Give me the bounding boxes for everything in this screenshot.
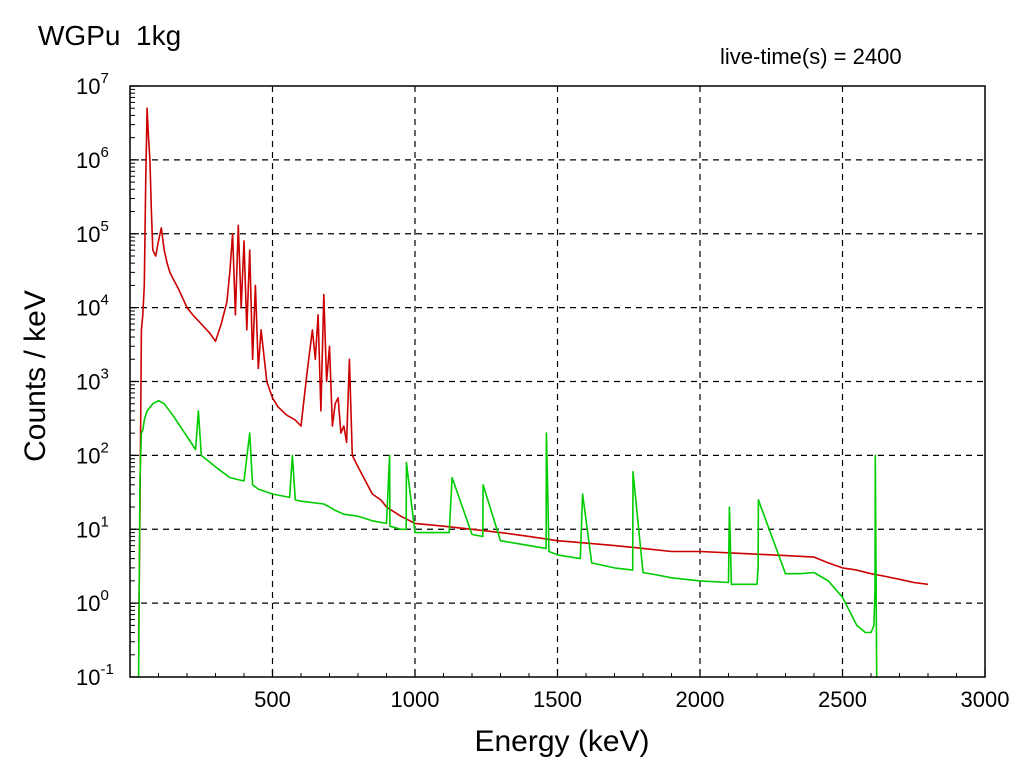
chart-title: WGPu 1kg xyxy=(38,20,182,51)
y-tick-label: 102 xyxy=(76,439,109,468)
series-layer xyxy=(137,107,929,678)
y-tick-label: 105 xyxy=(76,218,109,247)
y-tick-label: 100 xyxy=(76,587,109,616)
y-tick-label: 10-1 xyxy=(76,661,114,690)
series-red-line xyxy=(137,107,929,642)
y-tick-label: 104 xyxy=(76,292,109,321)
series-green-line xyxy=(137,399,879,678)
y-tick-label: 107 xyxy=(76,70,109,99)
y-tick-label: 101 xyxy=(76,513,109,542)
x-tick-label: 2000 xyxy=(676,687,725,712)
y-tick-label: 106 xyxy=(76,144,109,173)
tick-layer: 500 1000 1500 2000 2500 3000 10-1 100 101 102 103 1… xyxy=(76,70,1009,712)
x-tick-label: 500 xyxy=(254,687,291,712)
x-tick-label: 3000 xyxy=(961,687,1010,712)
x-tick-label: 1000 xyxy=(391,687,440,712)
x-tick-label: 1500 xyxy=(533,687,582,712)
grid xyxy=(130,86,985,677)
live-time-annotation: live-time(s) = 2400 xyxy=(720,44,902,69)
x-axis-label: Energy (keV) xyxy=(474,725,650,758)
x-tick-label: 2500 xyxy=(818,687,867,712)
y-tick-label: 103 xyxy=(76,366,109,395)
